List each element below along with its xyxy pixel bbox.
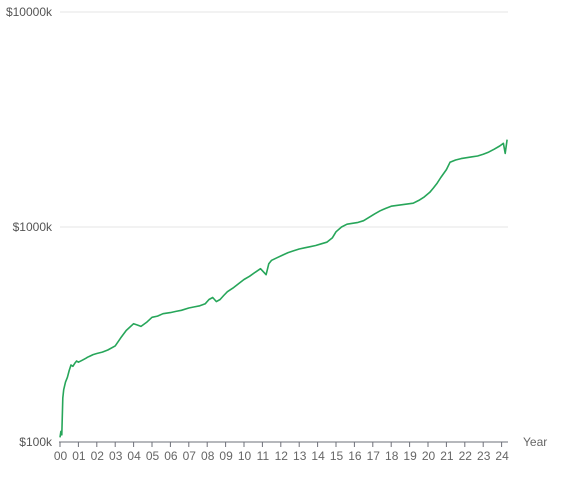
series-line [59,139,508,438]
x-tick-label: 10 [238,449,252,463]
x-tick-label: 05 [146,449,160,463]
x-tick-label: 04 [127,449,141,463]
x-axis: 00 01 02 03 04 05 06 07 08 09 10 11 12 13 14 15 16 17 18 19… [54,441,509,463]
x-tick-label: 19 [403,449,417,463]
x-tick-label: 15 [330,449,344,463]
x-tick-label: 12 [275,449,289,463]
x-tick-label: 20 [422,449,436,463]
y-tick-label: $1000k [13,220,53,234]
x-axis-title: Year [523,435,547,449]
x-tick-label: 03 [109,449,123,463]
x-tick-label: 00 [54,449,68,463]
x-tick-label: 06 [164,449,178,463]
y-axis: $100k $1000k $10000k [6,5,53,449]
x-tick-label: 24 [495,449,509,463]
x-tick-label: 09 [219,449,233,463]
x-tick-label: 23 [477,449,491,463]
x-tick-label: 18 [385,449,399,463]
y-tick-label: $10000k [6,5,53,19]
x-tick-label: 02 [91,449,105,463]
x-tick-label: 01 [72,449,86,463]
x-tick-label: 07 [183,449,197,463]
y-tick-label: $100k [19,435,53,449]
grid-lines [60,11,508,443]
x-tick-label: 17 [367,449,381,463]
x-tick-label: 21 [440,449,454,463]
x-tick-label: 22 [459,449,473,463]
x-tick-label: 14 [311,449,325,463]
x-tick-label: 08 [201,449,215,463]
x-tick-label: 16 [348,449,362,463]
x-tick-label: 11 [257,449,270,463]
x-tick-label: 13 [293,449,307,463]
